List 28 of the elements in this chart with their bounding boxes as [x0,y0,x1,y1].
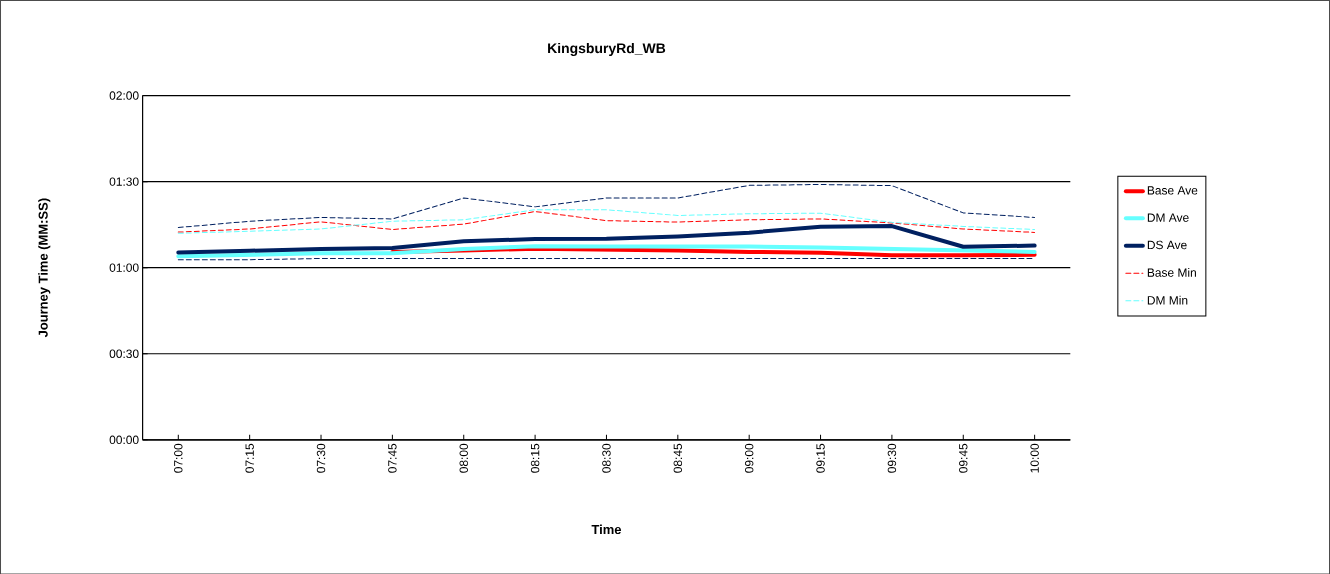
line-series [176,223,1037,255]
y-tick-label: 01:00 [109,263,139,272]
x-tick-label: 09:45 [959,443,968,473]
y-tick-label: 01:30 [109,177,139,186]
legend-label: DM Min [1147,295,1188,305]
x-tick-label: 07:00 [174,443,183,473]
x-tick-label: 09:30 [887,443,897,473]
x-tick-label: 07:15 [245,443,254,473]
x-tick-label: 08:30 [602,443,611,473]
y-tick-label: 00:00 [109,435,139,444]
legend-label: DS Ave [1147,240,1187,249]
x-tick-label: 10:00 [1030,443,1039,473]
x-axis-title: Time [591,524,622,534]
x-tick-label: 09:00 [744,443,754,473]
y-axis-title: Journey Time (MM:SS) [38,198,51,338]
x-tick-label: 08:45 [673,443,683,473]
y-tick-label: 02:00 [109,91,139,100]
legend-label: DM Ave [1147,213,1189,222]
line-series [177,183,1036,228]
x-tick-label: 07:30 [316,443,326,473]
x-tick-label: 08:15 [530,443,540,473]
x-tick-label: 09:15 [816,443,825,473]
x-tick-label: 08:00 [459,443,468,473]
chart-title: KingsburyRd_WB [548,42,666,56]
legend-label: Base Min [1147,267,1196,277]
legend-label: Base Ave [1147,186,1198,195]
x-tick-label: 07:45 [388,443,397,473]
y-tick-label: 00:30 [109,349,139,358]
